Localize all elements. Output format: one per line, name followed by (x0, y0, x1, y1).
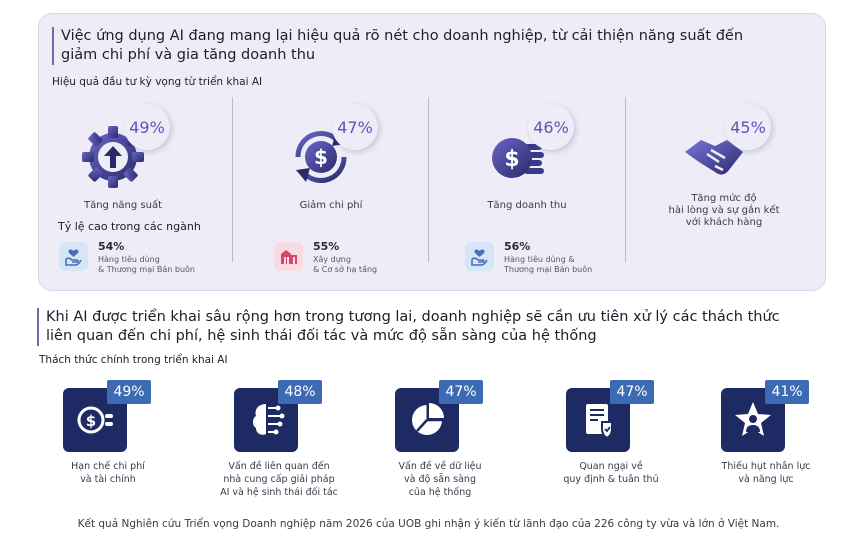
footer-note: Kết quả Nghiên cứu Triển vọng Doanh nghi… (77, 518, 780, 530)
metric-pct: 47% (332, 104, 378, 150)
industry-text: Xây dựng & Cơ sở hạ tầng (313, 255, 377, 275)
hand-heart-icon (59, 242, 88, 271)
industry-line: & Thương mại Bán buôn (98, 265, 195, 274)
metric-label: Tăng năng suất (83, 200, 163, 211)
industry-item: 55% Xây dựng & Cơ sở hạ tầng (274, 240, 444, 280)
section2-heading: Khi AI được triển khai sâu rộng hơn tron… (37, 308, 780, 346)
industry-item: 56% Hàng tiêu dùng & Thương mại Bán buôn (465, 240, 635, 280)
section1-subheading: Hiệu quả đầu tư kỳ vọng từ triển khai AI (52, 76, 263, 88)
industry-line: & Cơ sở hạ tầng (313, 265, 378, 274)
metric-cost: $ 47% Giảm chi phí (266, 100, 436, 250)
metric-label-line: với khách hàng (685, 217, 763, 228)
challenge-line: Quan ngại về (579, 461, 643, 472)
dollar-stack-icon: $ (492, 138, 544, 178)
svg-text:$: $ (504, 147, 519, 172)
metric-label: Giảm chi phí (299, 200, 363, 211)
industry-line: Hàng tiêu dùng (98, 255, 160, 264)
challenge-line: của hệ thống (408, 487, 472, 498)
challenge-label: Vấn đề về dữ liệu và độ sẵn sàng của hệ … (365, 460, 515, 499)
challenge-label: Hạn chế chi phí và tài chính (33, 460, 183, 486)
challenge-label: Vấn đề liên quan đến nhà cung cấp giải p… (204, 460, 354, 499)
industry-text: Hàng tiêu dùng & Thương mại Bán buôn (98, 255, 195, 275)
buildings-icon (274, 242, 303, 271)
industry-line: Thương mại Bán buôn (504, 265, 593, 274)
challenge-pct: 41% (765, 380, 809, 404)
divider (428, 97, 429, 262)
svg-text:$: $ (314, 145, 328, 169)
handshake-icon (685, 140, 743, 175)
metric-revenue: $ 46% Tăng doanh thu (462, 100, 632, 250)
challenge-line: và độ sẵn sàng (404, 474, 476, 485)
challenge-line: Vấn đề liên quan đến (228, 461, 330, 472)
challenge-pct: 47% (439, 380, 483, 404)
challenge-line: Hạn chế chi phí (71, 461, 145, 472)
challenge-line: AI và hệ sinh thái đối tác (220, 487, 338, 498)
document-shield-icon (566, 388, 630, 452)
metric-pct: 45% (725, 104, 771, 150)
industry-line: Xây dựng (313, 255, 351, 264)
divider (625, 97, 626, 262)
challenge-pct: 47% (610, 380, 654, 404)
industry-pct: 54% (98, 240, 125, 253)
challenge-label: Thiếu hụt nhân lực và năng lực (691, 460, 841, 486)
hand-heart-icon (465, 242, 494, 271)
section1-heading-line2: giảm chi phí và gia tăng doanh thu (61, 47, 316, 63)
industry-item: 54% Hàng tiêu dùng & Thương mại Bán buôn (59, 240, 229, 280)
industry-line: Hàng tiêu dùng & (504, 255, 575, 264)
svg-text:$: $ (86, 412, 96, 430)
metric-label: Tăng mức độ hài lòng và sự gắn kết với k… (649, 193, 799, 229)
section2-heading-line2: liên quan đến chi phí, hệ sinh thái đối … (46, 328, 597, 344)
challenge-label: Quan ngại về quy định & tuân thủ (536, 460, 686, 486)
section2-subheading: Thách thức chính trong triển khai AI (39, 354, 228, 366)
challenge-line: và năng lực (738, 474, 794, 485)
industry-text: Hàng tiêu dùng & Thương mại Bán buôn (504, 255, 592, 275)
challenge-line: Vấn đề về dữ liệu (398, 461, 482, 472)
challenge-pct: 49% (107, 380, 151, 404)
industry-pct: 55% (313, 240, 340, 253)
industry-pct: 56% (504, 240, 531, 253)
challenge-line: quy định & tuân thủ (563, 474, 659, 485)
metric-pct: 46% (528, 104, 574, 150)
challenge-line: Thiếu hụt nhân lực (721, 461, 811, 472)
metric-pct: 49% (124, 104, 170, 150)
challenge-line: và tài chính (80, 474, 136, 485)
industries-title: Tỷ lệ cao trong các ngành (58, 220, 201, 233)
metric-satisfaction: 45% Tăng mức độ hài lòng và sự gắn kết v… (659, 100, 829, 250)
section1-heading: Việc ứng dụng AI đang mang lại hiệu quả … (52, 27, 743, 65)
metric-label: Tăng doanh thu (487, 200, 567, 211)
section2-heading-line1: Khi AI được triển khai sâu rộng hơn tron… (46, 309, 780, 325)
challenge-pct: 48% (278, 380, 322, 404)
metric-label-line: Tăng mức độ (691, 193, 757, 204)
divider (232, 97, 233, 262)
metric-productivity: 49% Tăng năng suất (58, 100, 228, 250)
metric-label-line: hài lòng và sự gắn kết (668, 205, 780, 216)
challenge-line: nhà cung cấp giải pháp (223, 474, 335, 485)
section1-heading-line1: Việc ứng dụng AI đang mang lại hiệu quả … (61, 28, 744, 44)
